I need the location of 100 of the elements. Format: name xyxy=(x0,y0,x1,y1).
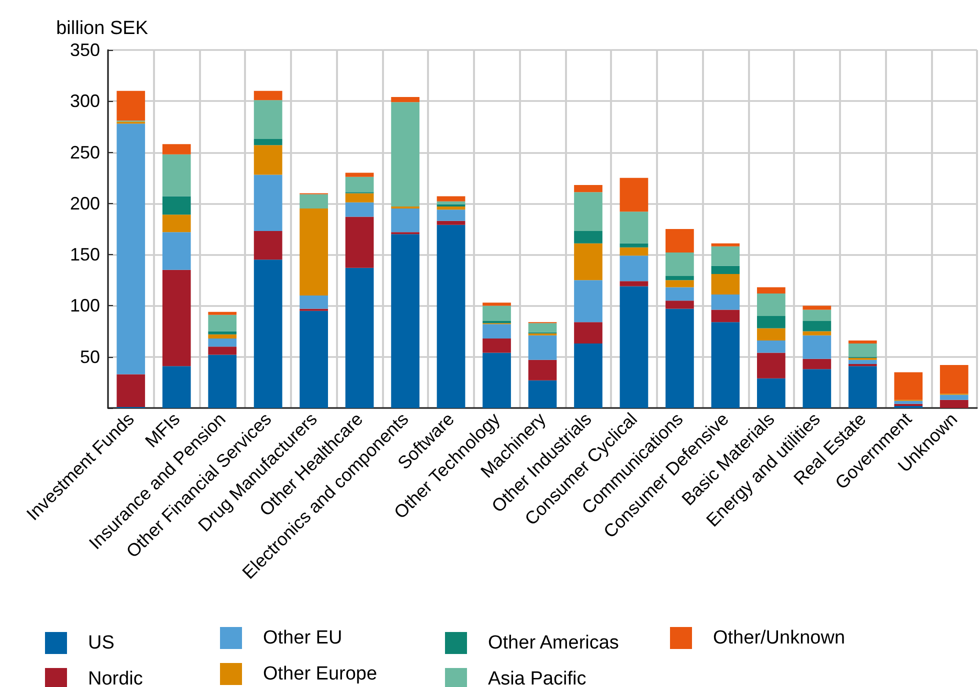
bar xyxy=(802,369,832,408)
bar xyxy=(574,243,602,280)
bar xyxy=(666,229,694,253)
bar xyxy=(802,358,832,370)
bar xyxy=(802,331,832,336)
bar xyxy=(482,324,511,338)
bar xyxy=(574,344,602,408)
bar xyxy=(254,145,282,175)
bar xyxy=(574,192,602,232)
legend-label: Other EU xyxy=(263,628,342,648)
bar xyxy=(208,354,237,408)
bar xyxy=(300,194,328,209)
bar xyxy=(940,400,968,408)
bar xyxy=(757,328,786,340)
bar xyxy=(666,252,694,276)
bar xyxy=(116,374,146,407)
bar xyxy=(757,352,786,378)
bar xyxy=(620,178,648,212)
y-tick-label: 250 xyxy=(70,142,100,162)
bar xyxy=(894,400,923,404)
bar xyxy=(482,338,511,353)
legend-label: Other/Unknown xyxy=(713,628,846,648)
bar xyxy=(528,335,557,360)
bar xyxy=(162,196,191,215)
bar xyxy=(300,208,328,296)
legend-label: Asia Pacific xyxy=(488,668,586,687)
y-tick-label: 350 xyxy=(70,40,100,60)
bar xyxy=(757,316,786,328)
bar xyxy=(757,293,786,316)
bar xyxy=(436,210,466,221)
bar xyxy=(711,243,740,246)
bar xyxy=(345,202,374,217)
bar xyxy=(620,256,648,282)
bar xyxy=(208,346,237,355)
bar xyxy=(345,193,374,202)
y-tick-label: 200 xyxy=(70,193,100,214)
legend-label: Other Americas xyxy=(488,632,619,654)
bar xyxy=(620,212,648,244)
bar xyxy=(482,306,511,322)
bar xyxy=(802,306,832,310)
bar xyxy=(162,214,191,232)
bar xyxy=(208,331,237,334)
bar xyxy=(666,287,694,301)
y-tick-label: 50 xyxy=(80,346,100,367)
bar xyxy=(391,234,420,408)
bar xyxy=(254,260,282,408)
y-tick-label: 300 xyxy=(70,91,100,112)
y-tick-label: 150 xyxy=(70,244,100,265)
bar xyxy=(208,314,237,332)
bar xyxy=(345,268,374,408)
bar xyxy=(300,295,328,309)
bar xyxy=(802,310,832,322)
bar xyxy=(436,196,466,202)
bar xyxy=(436,224,466,408)
bar xyxy=(757,340,786,353)
bar xyxy=(940,365,968,394)
bar xyxy=(620,247,648,256)
bar xyxy=(620,281,648,286)
bar xyxy=(666,308,694,408)
bar xyxy=(482,302,511,306)
bar xyxy=(848,344,877,357)
bar xyxy=(848,366,877,408)
bar xyxy=(528,323,557,332)
legend-label: US xyxy=(88,632,114,654)
bar xyxy=(254,231,282,260)
bar xyxy=(300,310,328,408)
legend-label: Nordic xyxy=(88,668,143,687)
y-tick-label: 100 xyxy=(70,296,100,316)
bar xyxy=(162,144,191,154)
bar xyxy=(574,322,602,344)
bar xyxy=(345,172,374,177)
bar xyxy=(940,394,968,400)
bar xyxy=(162,270,191,366)
bar xyxy=(254,100,282,139)
bar xyxy=(620,243,648,248)
bar xyxy=(345,176,374,192)
bar xyxy=(757,378,786,408)
bar xyxy=(711,310,740,322)
bar xyxy=(574,185,602,192)
bar xyxy=(116,90,146,121)
legend-label: Other Europe xyxy=(263,664,378,684)
bar xyxy=(162,366,191,408)
bar xyxy=(802,335,832,359)
bar xyxy=(711,266,740,274)
y-axis-title: billion SEK xyxy=(56,18,148,39)
bar xyxy=(482,352,511,408)
bar xyxy=(436,201,466,204)
bar xyxy=(345,216,374,268)
bar xyxy=(208,312,237,315)
bar xyxy=(391,102,420,206)
bar xyxy=(391,97,420,102)
bar xyxy=(208,338,237,347)
bar xyxy=(666,300,694,309)
bar xyxy=(436,206,466,210)
bar xyxy=(391,208,420,232)
bar xyxy=(711,246,740,266)
bar xyxy=(620,286,648,408)
bar xyxy=(574,231,602,244)
bar xyxy=(208,334,237,338)
bar xyxy=(894,372,923,400)
